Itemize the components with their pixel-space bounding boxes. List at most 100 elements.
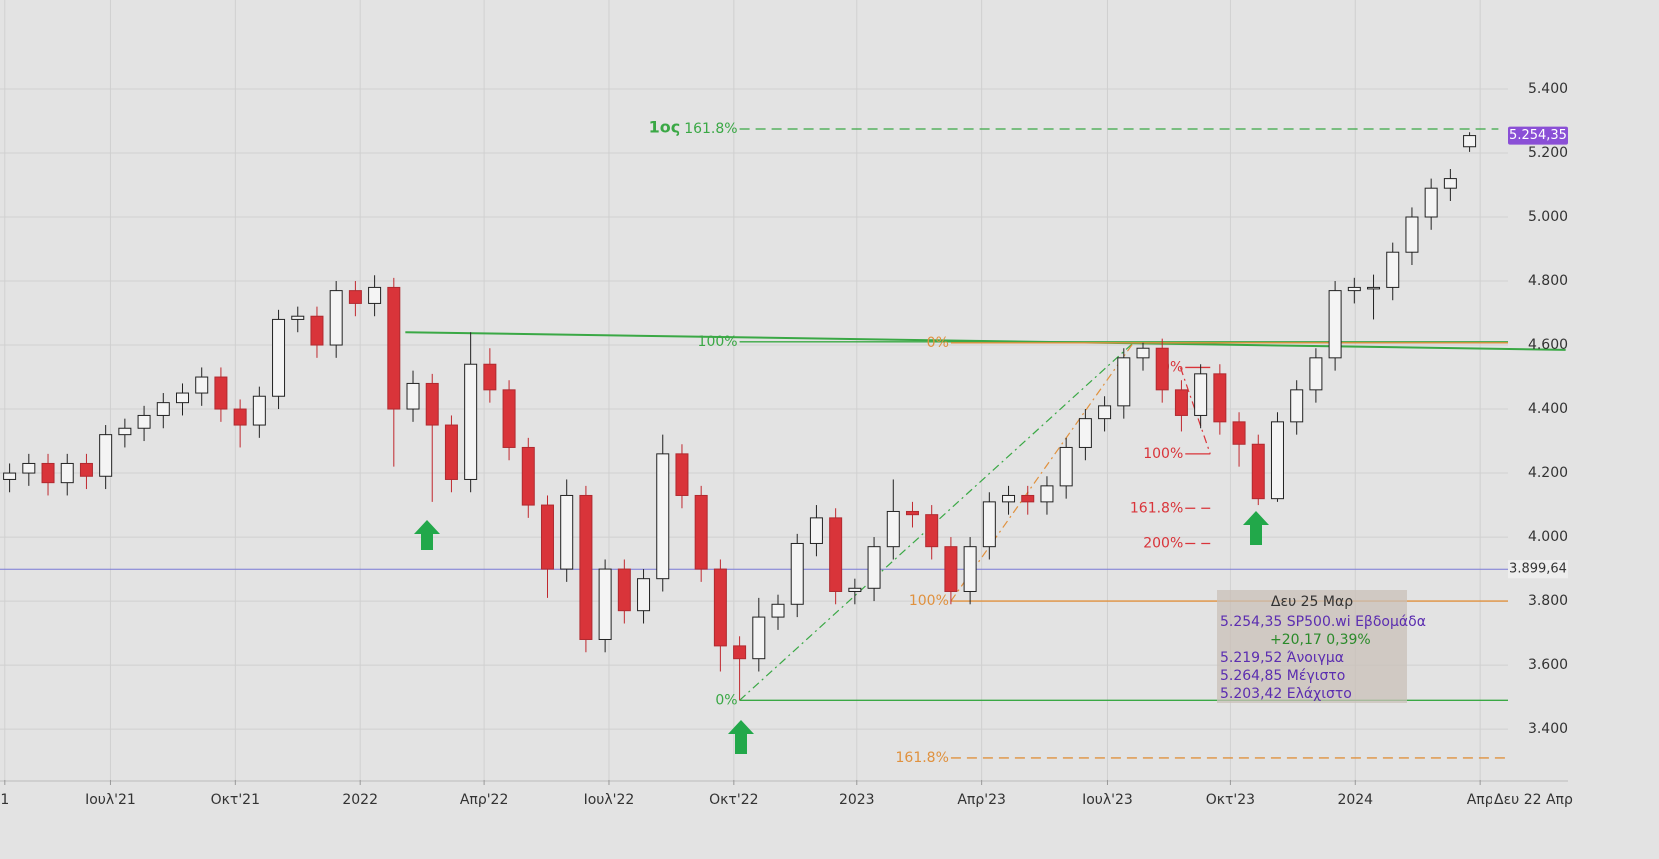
candle-body — [60, 462, 74, 484]
candle-body — [1328, 290, 1342, 359]
candle-body — [195, 376, 209, 394]
candle-body — [233, 408, 247, 426]
x-tick-label: Οκτ'23 — [1206, 792, 1255, 808]
x-tick-label: 2024 — [1337, 792, 1373, 808]
info-date: Δευ 25 Μαρ — [1271, 594, 1353, 610]
candle-body — [829, 517, 843, 592]
fib-label: 100% — [1143, 446, 1183, 462]
candle-body — [598, 568, 612, 640]
price-tag-bg — [1508, 126, 1568, 145]
candle-body — [925, 514, 939, 548]
candle-body — [1290, 389, 1304, 423]
candle-body — [905, 510, 919, 516]
arrows — [414, 511, 1269, 754]
crosshair-label: Δευ 22 Απρ — [1494, 792, 1573, 808]
candle-body — [329, 290, 343, 346]
candle-body — [848, 587, 862, 592]
candle-body — [944, 546, 958, 592]
candle-body — [1117, 357, 1131, 407]
candle-body — [1367, 286, 1381, 290]
candle-body — [348, 290, 362, 304]
axes: 3.400 3.600 3.800 4.000 4.200 4.400 4.600 4.800… — [0, 81, 1573, 810]
candle-body — [1155, 347, 1169, 391]
y-tick-label: 4.000 — [1528, 529, 1568, 545]
candle-body — [1021, 494, 1035, 503]
arrow — [414, 520, 440, 550]
info-line: 5.254,35 SP500.wi Εβδομάδα — [1220, 614, 1426, 630]
fib-label: 200% — [1143, 535, 1183, 551]
x-tick-label: Οκτ'21 — [211, 792, 260, 808]
candle-body — [694, 494, 708, 570]
candle-body — [1405, 216, 1419, 253]
candle-body — [1078, 418, 1092, 448]
candle-body — [368, 286, 382, 304]
candle-body — [1270, 421, 1284, 500]
candle-body — [1040, 485, 1054, 503]
x-tick-label: 2023 — [839, 792, 875, 808]
fib-label: 161.8% — [1130, 500, 1183, 516]
trendline — [405, 331, 1566, 351]
arrow — [1243, 511, 1269, 545]
candle-body — [617, 568, 631, 612]
candle-body — [444, 424, 458, 480]
candle-body — [175, 392, 189, 404]
candle-body — [272, 318, 286, 397]
trendline — [1179, 367, 1211, 455]
fib-label: 100% — [698, 334, 738, 350]
candle-body — [771, 603, 785, 618]
fib-prefix: 1ος — [649, 117, 681, 136]
candle-body — [252, 395, 266, 426]
candle-body — [809, 517, 823, 544]
fib-label: 161.8% — [896, 750, 949, 766]
candle-body — [387, 286, 401, 410]
candle-body — [1213, 373, 1227, 423]
candle-body — [713, 568, 727, 647]
x-tick-label: 2022 — [342, 792, 378, 808]
y-tick-label: 5.400 — [1528, 81, 1568, 97]
y-tick-label: 5.000 — [1528, 209, 1568, 225]
candle-body — [1194, 373, 1208, 416]
candle-body — [521, 446, 535, 506]
candle-body — [41, 462, 55, 484]
info-box: Δευ 25 Μαρ 5.254,35 SP500.wi Εβδομάδα +2… — [1217, 590, 1426, 703]
candle-body — [1136, 347, 1150, 359]
candle-body — [1098, 405, 1112, 420]
reference-label: 3.899,64 — [1509, 562, 1567, 577]
info-line: +20,17 0,39% — [1270, 632, 1371, 648]
candle-body — [733, 645, 747, 660]
y-tick-label: 4.400 — [1528, 401, 1568, 417]
candle-body — [579, 494, 593, 640]
x-tick-label: Ιουλ'23 — [1082, 792, 1133, 808]
y-tick-label: 3.600 — [1528, 657, 1568, 673]
candle-body — [1347, 286, 1361, 292]
candle-body — [137, 414, 151, 429]
candle-body — [1309, 357, 1323, 391]
y-tick-label: 4.600 — [1528, 337, 1568, 353]
candle-body — [1174, 389, 1188, 416]
candle-body — [79, 462, 93, 477]
fib-label: 161.8% — [684, 121, 737, 137]
candle-body — [3, 472, 17, 480]
candle-body — [656, 453, 670, 580]
candle-body — [1463, 135, 1477, 148]
candle-body — [118, 427, 132, 436]
candle-body — [1059, 446, 1073, 487]
y-tick-label: 3.400 — [1528, 721, 1568, 737]
x-tick-label: Ιουλ'21 — [85, 792, 136, 808]
reference-label-bg — [1508, 560, 1568, 579]
info-line: 5.219,52 Άνοιγμα — [1220, 650, 1344, 666]
info-bg — [1217, 590, 1407, 703]
y-tick-label: 5.200 — [1528, 145, 1568, 161]
candle-body — [752, 616, 766, 660]
candle-body — [560, 494, 574, 570]
candle-body — [637, 578, 651, 612]
x-tick-label: 1 — [0, 792, 9, 808]
candle-body — [22, 462, 36, 474]
candle-body — [310, 315, 324, 346]
x-tick-label: Ιουλ'22 — [584, 792, 635, 808]
candle-body — [214, 376, 228, 410]
candle-body — [1443, 178, 1457, 189]
candle-body — [425, 382, 439, 426]
